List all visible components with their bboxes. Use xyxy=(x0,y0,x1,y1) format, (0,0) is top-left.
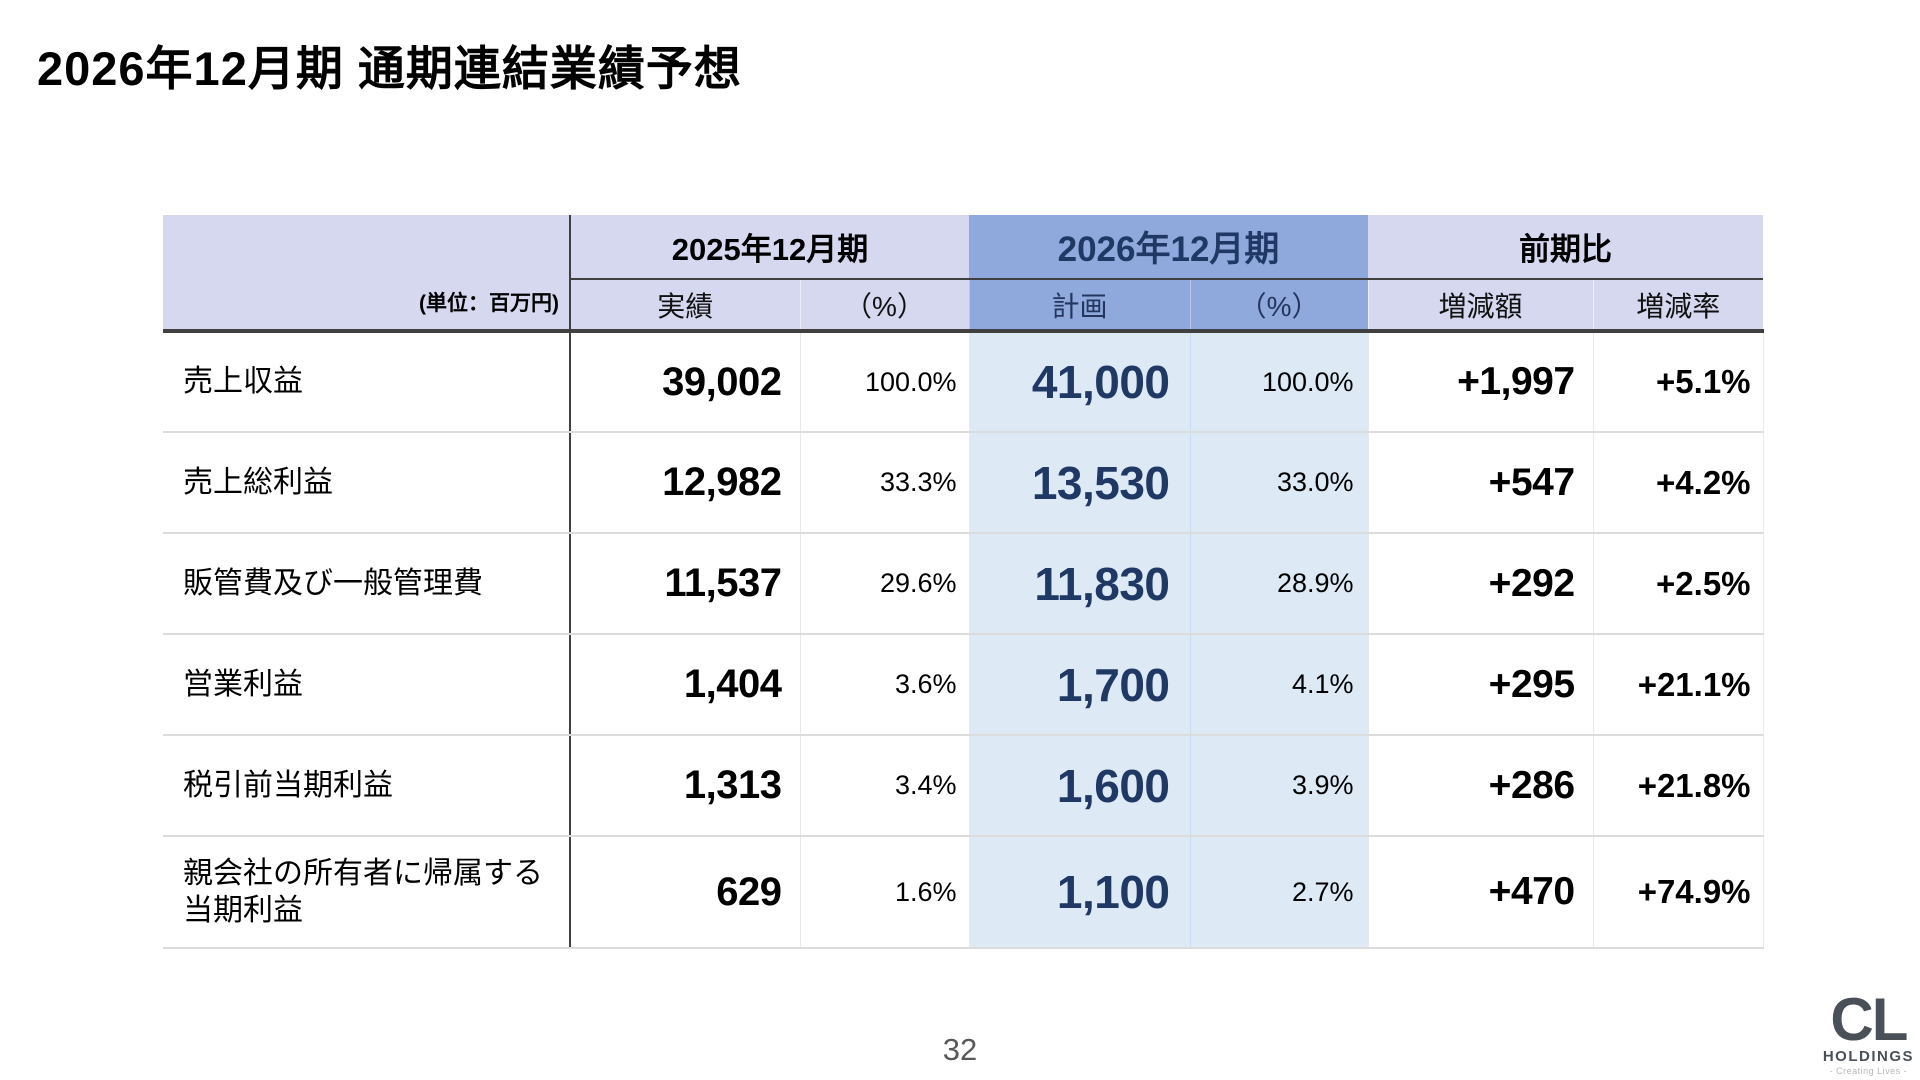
actual-value: 1,404 xyxy=(570,634,800,736)
actual-pct-value: 3.4% xyxy=(799,735,970,837)
actual-value: 12,982 xyxy=(570,432,800,534)
logo-tagline: - Creating Lives - xyxy=(1829,1066,1908,1077)
table-row-pretax-profit: 税引前当期利益 1,313 3.4% 1,600 3.9% +286 +21.8… xyxy=(163,735,1764,837)
actual-pct-value: 33.3% xyxy=(799,432,970,534)
cl-holdings-logo: CL HOLDINGS - Creating Lives - xyxy=(1822,986,1914,1077)
plan-pct-value: 28.9% xyxy=(1189,533,1369,635)
column-header-plan-pct: （%） xyxy=(1189,279,1369,333)
table-row-gross-profit: 売上総利益 12,982 33.3% 13,530 33.0% +547 +4.… xyxy=(163,432,1764,534)
plan-pct-value: 4.1% xyxy=(1189,634,1369,736)
header-group-row: (単位：百万円) 2025年12月期 2026年12月期 前期比 xyxy=(163,215,1764,333)
table-row-profit-attributable-to-owners: 親会社の所有者に帰属する 当期利益 629 1.6% 1,100 2.7% +4… xyxy=(163,836,1764,949)
actual-value: 629 xyxy=(570,836,800,949)
plan-pct-value: 33.0% xyxy=(1189,432,1369,534)
column-group-fy2026: 2026年12月期 xyxy=(969,215,1369,280)
row-label: 売上総利益 xyxy=(163,432,571,534)
page-title: 2026年12月期 通期連結業績予想 xyxy=(37,42,742,95)
diff-pct-value: +21.1% xyxy=(1592,634,1764,736)
row-label: 税引前当期利益 xyxy=(163,735,571,837)
diff-value: +1,997 xyxy=(1367,331,1594,433)
diff-value: +292 xyxy=(1367,533,1594,635)
diff-value: +286 xyxy=(1367,735,1594,837)
diff-value: +470 xyxy=(1367,836,1594,949)
logo-monogram: CL xyxy=(1830,986,1908,1053)
table-row-operating-profit: 営業利益 1,404 3.6% 1,700 4.1% +295 +21.1% xyxy=(163,634,1764,736)
row-label: 営業利益 xyxy=(163,634,571,736)
page-number: 32 xyxy=(942,1032,978,1067)
actual-pct-value: 3.6% xyxy=(799,634,970,736)
actual-value: 1,313 xyxy=(570,735,800,837)
plan-value: 41,000 xyxy=(968,331,1191,433)
column-header-diff-pct: 増減率 xyxy=(1592,279,1764,333)
column-header-diff: 増減額 xyxy=(1367,279,1594,333)
plan-value: 1,600 xyxy=(968,735,1191,837)
actual-value: 39,002 xyxy=(570,331,800,433)
forecast-table: (単位：百万円) 2025年12月期 2026年12月期 前期比 実績 （%） … xyxy=(163,215,1764,949)
actual-pct-value: 100.0% xyxy=(799,331,970,433)
row-label: 親会社の所有者に帰属する 当期利益 xyxy=(163,836,571,949)
diff-pct-value: +74.9% xyxy=(1592,836,1764,949)
unit-note-cell: (単位：百万円) xyxy=(163,215,571,333)
plan-value: 1,100 xyxy=(968,836,1191,949)
forecast-table-container: (単位：百万円) 2025年12月期 2026年12月期 前期比 実績 （%） … xyxy=(163,215,1764,949)
diff-value: +295 xyxy=(1367,634,1594,736)
diff-pct-value: +4.2% xyxy=(1592,432,1764,534)
plan-pct-value: 2.7% xyxy=(1189,836,1369,949)
column-group-yoy: 前期比 xyxy=(1368,215,1764,280)
actual-value: 11,537 xyxy=(570,533,800,635)
actual-pct-value: 29.6% xyxy=(799,533,970,635)
row-label: 販管費及び一般管理費 xyxy=(163,533,571,635)
diff-pct-value: +5.1% xyxy=(1592,331,1764,433)
plan-pct-value: 3.9% xyxy=(1189,735,1369,837)
plan-pct-value: 100.0% xyxy=(1189,331,1369,433)
logo-name: HOLDINGS xyxy=(1822,1048,1914,1066)
column-header-actual-pct: （%） xyxy=(799,279,970,333)
diff-pct-value: +21.8% xyxy=(1592,735,1764,837)
table-row-revenue: 売上収益 39,002 100.0% 41,000 100.0% +1,997 … xyxy=(163,331,1764,433)
plan-value: 1,700 xyxy=(968,634,1191,736)
row-label: 売上収益 xyxy=(163,331,571,433)
plan-value: 13,530 xyxy=(968,432,1191,534)
diff-value: +547 xyxy=(1367,432,1594,534)
unit-note: (単位：百万円) xyxy=(419,292,559,315)
header-sub-row: 実績 （%） 計画 （%） 増減額 増減率 xyxy=(163,279,1764,333)
column-header-actual: 実績 xyxy=(569,279,800,333)
actual-pct-value: 1.6% xyxy=(799,836,970,949)
column-header-plan: 計画 xyxy=(968,279,1191,333)
diff-pct-value: +2.5% xyxy=(1592,533,1764,635)
table-row-sga: 販管費及び一般管理費 11,537 29.6% 11,830 28.9% +29… xyxy=(163,533,1764,635)
column-group-fy2025: 2025年12月期 xyxy=(570,215,970,280)
plan-value: 11,830 xyxy=(968,533,1191,635)
